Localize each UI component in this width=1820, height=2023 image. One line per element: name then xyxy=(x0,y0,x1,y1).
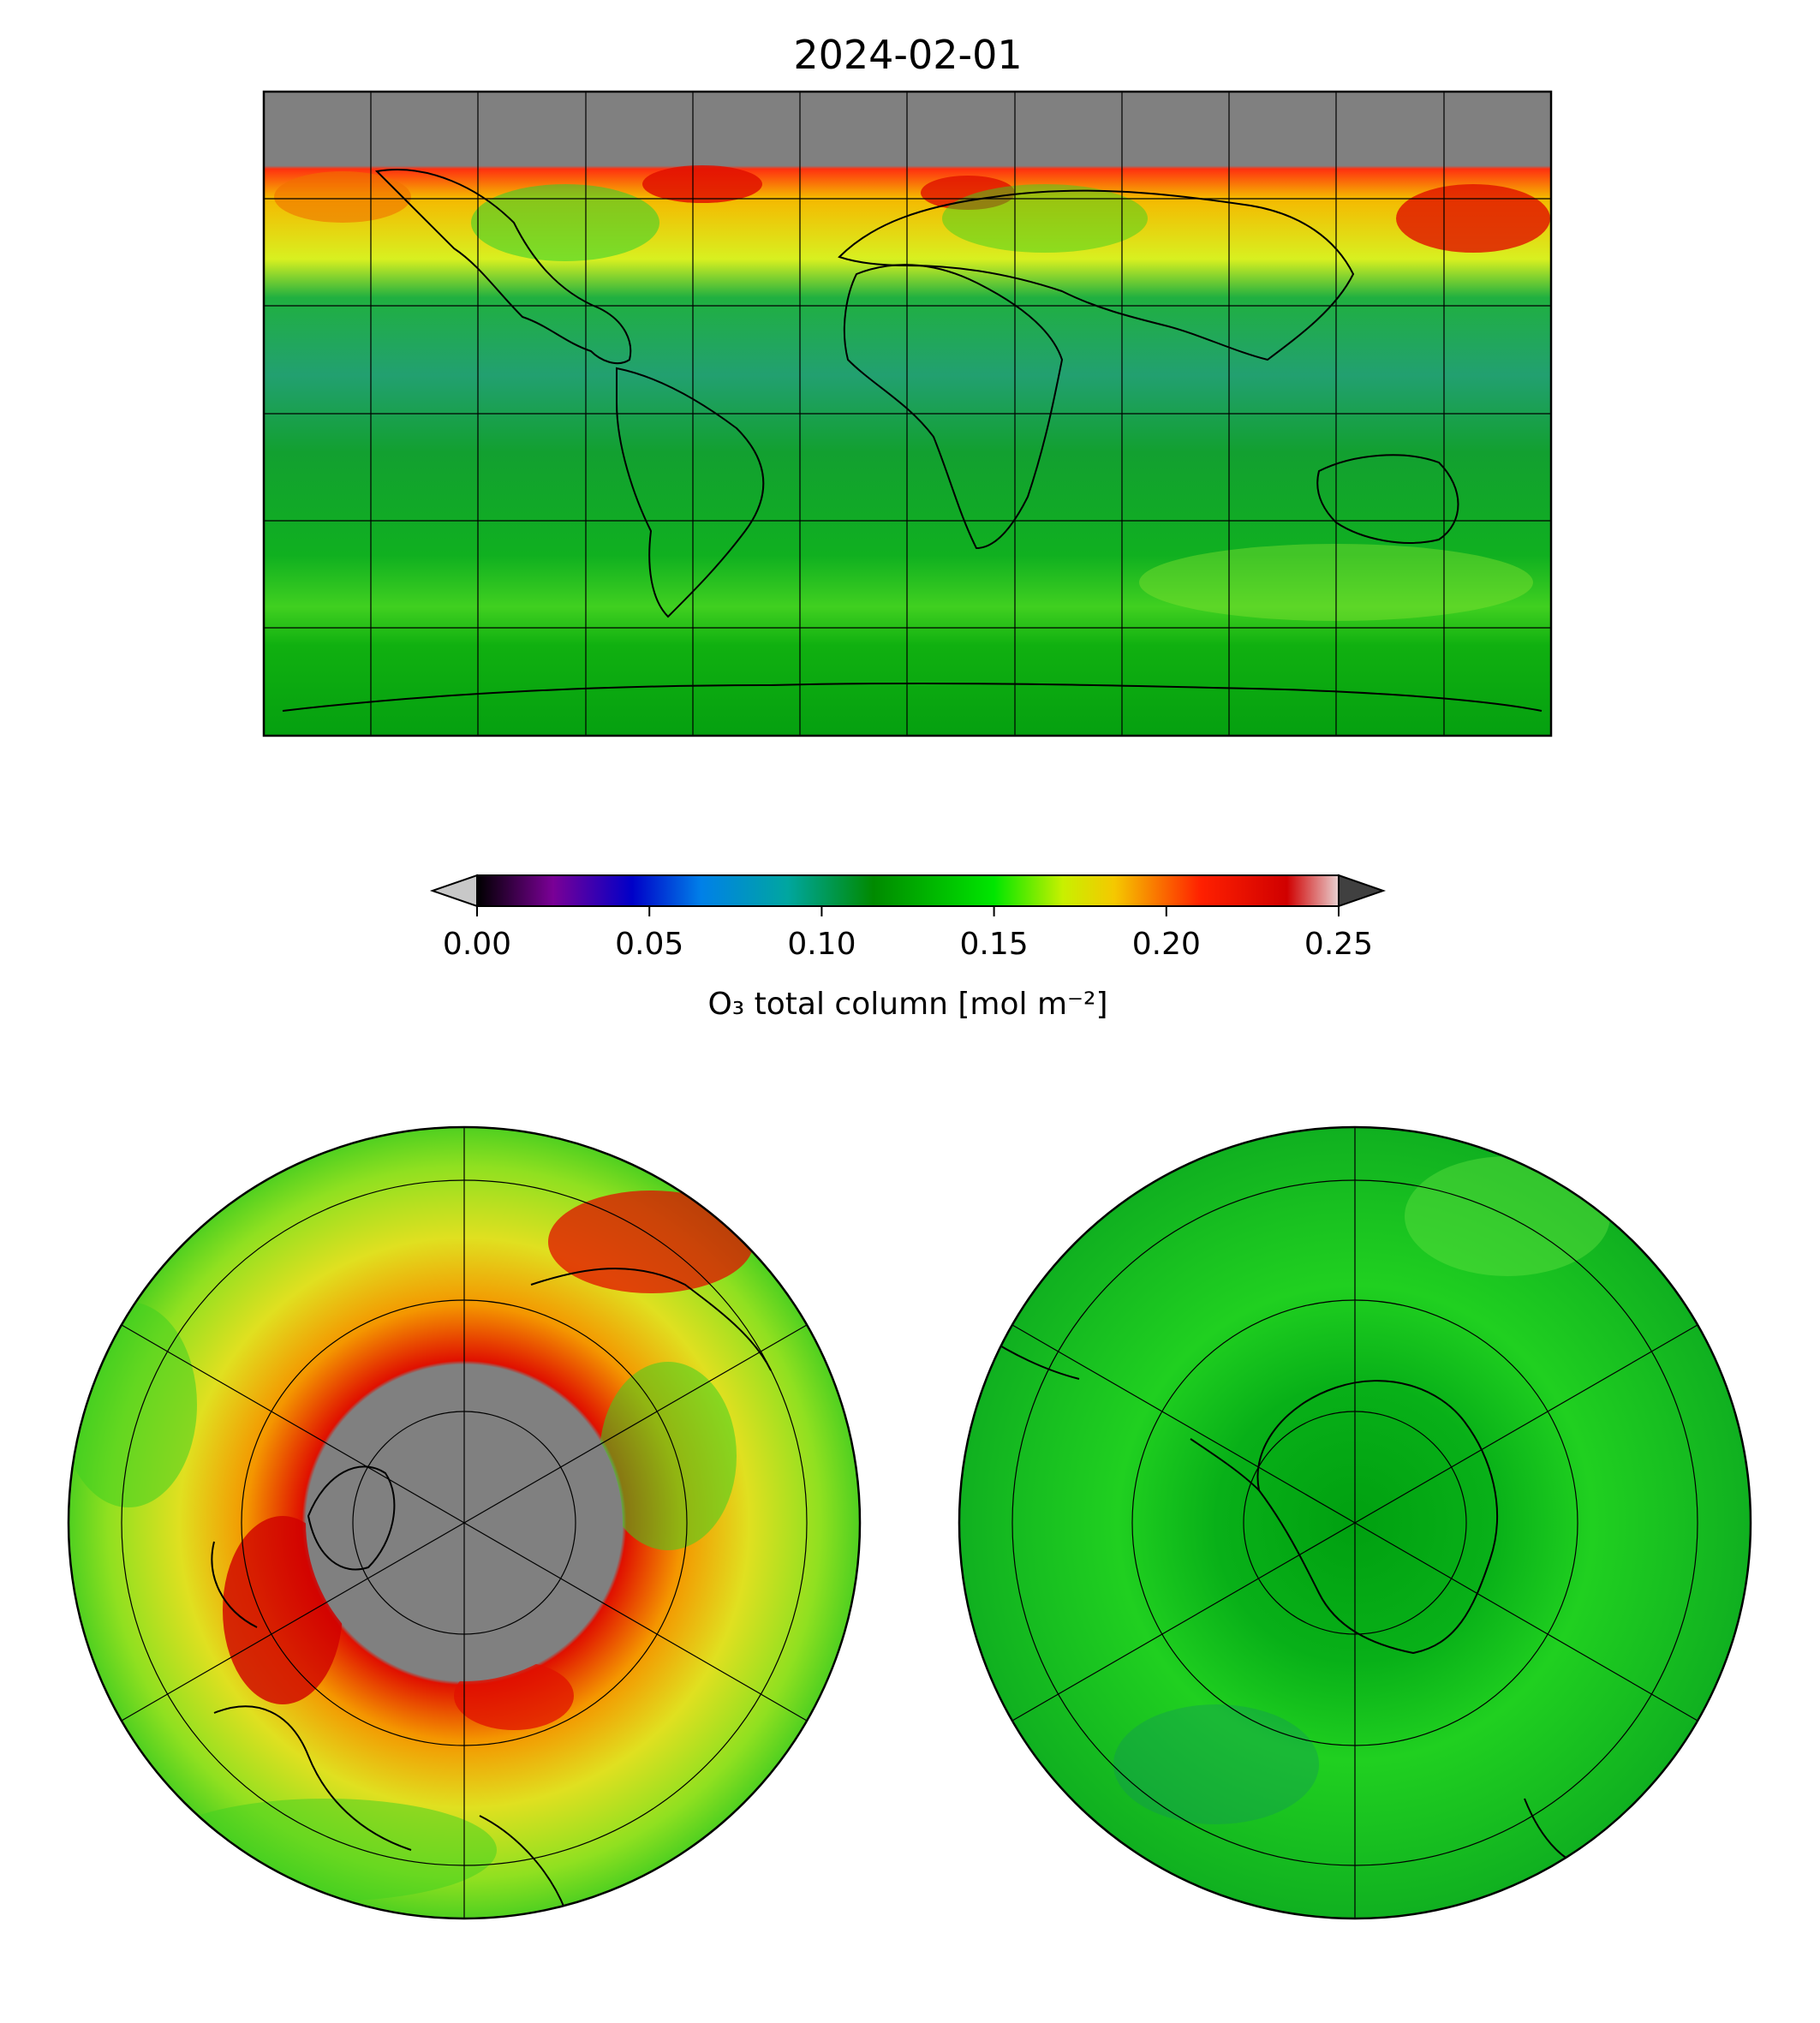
ozone-low-atlantic-polar xyxy=(154,1799,497,1901)
colorbar-tick-label: 0.05 xyxy=(615,927,683,962)
ozone-low-europe xyxy=(942,184,1148,253)
ozone-high-west-pacific xyxy=(274,171,411,223)
ozone-high-east-asia xyxy=(1396,184,1550,253)
ozone-high-siberia-polar xyxy=(548,1191,754,1293)
colorbar-label: O₃ total column [mol m⁻²] xyxy=(707,987,1107,1022)
colorbar-under-extension xyxy=(429,874,478,908)
ozone-low-north-atlantic xyxy=(471,184,659,261)
ozone-low-pacific-polar xyxy=(600,1362,737,1550)
colorbar-ticks: 0.00 0.05 0.10 0.15 0.20 0.25 xyxy=(443,906,1373,962)
north-polar-gridlines xyxy=(121,1127,808,1919)
south-polar-gridlines xyxy=(1011,1127,1698,1919)
north-polar-frame xyxy=(67,1125,862,1920)
colorbar-tick-label: 0.15 xyxy=(960,927,1029,962)
coastlines xyxy=(282,169,1543,712)
colorbar-tick-label: 0.20 xyxy=(1132,927,1201,962)
south-polar-map xyxy=(958,1125,1752,1920)
colorbar-body xyxy=(476,874,1340,907)
ozone-low-beringia-polar xyxy=(69,1302,197,1507)
colorbar-tick-label: 0.10 xyxy=(787,927,856,962)
global-gridlines xyxy=(264,92,1551,736)
north-polar-coastlines xyxy=(211,1268,772,1911)
colorbar-over-extension xyxy=(1338,874,1387,908)
colorbar-tick-label: 0.00 xyxy=(443,927,511,962)
ozone-low-south-atlantic xyxy=(1113,1704,1319,1824)
ozone-high-north-atlantic xyxy=(642,165,762,203)
north-polar-map xyxy=(67,1125,862,1920)
colorbar: 0.00 0.05 0.10 0.15 0.20 0.25 O₃ total column… xyxy=(429,874,1387,1022)
global-map xyxy=(264,92,1551,736)
colorbar-tick-label: 0.25 xyxy=(1304,927,1373,962)
south-polar-frame xyxy=(958,1125,1752,1920)
global-map-frame xyxy=(262,90,1553,737)
figure-title: 2024-02-01 xyxy=(793,32,1022,78)
